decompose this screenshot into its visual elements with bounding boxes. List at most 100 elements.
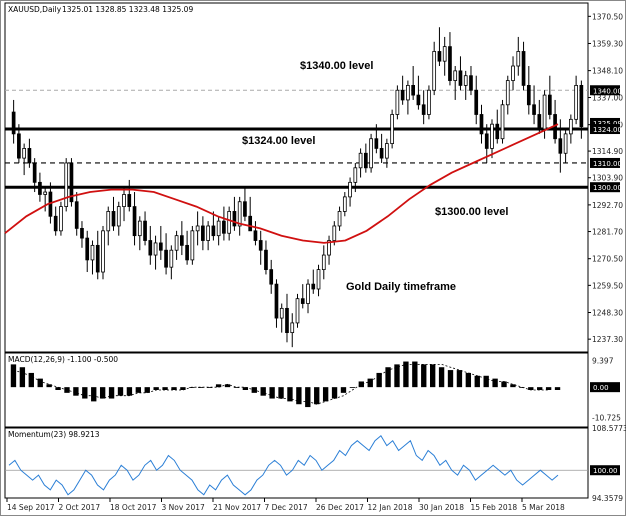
candle-bull	[327, 240, 331, 256]
candle-bull	[511, 65, 515, 81]
candle-bear	[232, 211, 237, 227]
macd-bar	[429, 364, 436, 388]
candle-bear	[411, 85, 415, 96]
macd-zero-box: 0.00	[593, 384, 609, 392]
candle-bear	[400, 89, 405, 101]
candle-bull	[385, 143, 389, 159]
candle-bull	[90, 244, 95, 261]
x-tick-label: 3 Nov 2017	[162, 503, 205, 512]
macd-bar	[19, 367, 26, 388]
macd-bar	[198, 387, 204, 388]
macd-bar	[153, 387, 159, 390]
chart-ohlc: 1325.01 1328.85 1323.48 1325.09	[62, 5, 193, 14]
price-box-bg	[590, 182, 620, 193]
macd-bar	[224, 384, 231, 388]
macd-bar	[519, 387, 525, 388]
annotation-lvl1324: $1324.00 level	[242, 135, 315, 147]
momentum-title: Momentum(23) 98.9213	[8, 430, 100, 439]
candle-bear	[300, 298, 305, 304]
candle-bull	[453, 70, 458, 81]
candle-bull	[332, 225, 337, 241]
macd-bar	[340, 387, 347, 393]
annotation-lvl1300: $1300.00 level	[435, 206, 508, 218]
candle-bull	[432, 51, 437, 91]
candle-bear	[532, 104, 536, 115]
candle-bear	[274, 283, 279, 319]
macd-bar	[99, 387, 106, 399]
candle-bear	[421, 104, 426, 115]
candle-bull	[227, 211, 232, 234]
momentum-100-box-bg	[590, 465, 620, 476]
candle-bull	[395, 89, 400, 115]
macd-bar	[171, 387, 177, 390]
chart-symbol: XAUUSD,Daily	[8, 5, 62, 14]
x-tick-label: 2 Oct 2017	[59, 503, 101, 512]
candle-bull	[505, 80, 510, 106]
candle-bear	[537, 114, 542, 130]
macd-bar	[242, 387, 249, 390]
macd-bar	[46, 384, 52, 388]
candle-bull	[463, 75, 468, 86]
candle-bull	[348, 181, 352, 198]
x-tick-label: 15 Feb 2018	[471, 503, 518, 512]
candle-bear	[248, 215, 253, 232]
candle-bull	[490, 123, 494, 149]
candle-bear	[222, 220, 226, 234]
candle-bull	[342, 196, 347, 212]
annotation-lvl1340: $1340.00 level	[300, 60, 373, 72]
candle-bear	[164, 249, 168, 268]
macd-bar	[501, 381, 507, 388]
candle-bull	[500, 104, 505, 140]
macd-bar	[403, 361, 409, 388]
candle-bear	[495, 123, 500, 140]
candle-bear	[32, 162, 37, 183]
macd-bar	[438, 367, 445, 388]
candle-bull	[406, 85, 410, 101]
candle-bear	[484, 133, 489, 149]
candle-bear	[111, 211, 116, 227]
y-tick-label: 1237.30	[592, 335, 623, 344]
macd-bar	[82, 387, 88, 399]
macd-bar	[126, 387, 133, 396]
y-tick-label: 1359.30	[592, 39, 623, 48]
x-tick-label: 12 Jan 2018	[368, 503, 413, 512]
candle-bull	[358, 152, 363, 169]
y-tick-label: 1259.50	[592, 281, 623, 290]
candle-bear	[158, 242, 163, 251]
candle-bear	[80, 227, 84, 239]
y-tick-label: 1348.10	[592, 67, 623, 76]
price-box: 1325.09	[593, 120, 622, 128]
macd-bar	[376, 372, 382, 388]
macd-bar	[412, 361, 418, 388]
candle-bear	[363, 152, 368, 169]
candle-bear	[474, 89, 479, 115]
macd-bar	[260, 387, 266, 396]
candle-bear	[17, 133, 21, 159]
candle-bear	[547, 94, 552, 115]
momentum-line	[8, 435, 559, 496]
macd-bar	[180, 387, 186, 390]
y-tick-label: 1337.00	[592, 94, 623, 103]
macd-y-tick: 9.397	[592, 356, 614, 365]
candle-bear	[53, 215, 58, 232]
macd-bar	[117, 387, 124, 396]
candle-bear	[374, 138, 379, 149]
y-tick-label: 1270.50	[592, 255, 623, 264]
y-tick-label: 1281.70	[592, 228, 623, 237]
candle-bear	[38, 181, 42, 195]
candle-bull	[64, 162, 69, 207]
y-tick-label: 1292.70	[592, 201, 623, 210]
candle-bull	[169, 249, 174, 268]
macd-bar	[305, 387, 311, 408]
candle-bear	[148, 240, 153, 256]
candle-bear	[437, 51, 442, 62]
candle-bull	[195, 225, 200, 232]
candle-bull	[206, 225, 210, 241]
candle-bull	[337, 211, 342, 227]
macd-bar	[207, 387, 213, 388]
macd-bar	[358, 381, 364, 388]
candle-bear	[180, 235, 184, 246]
candle-bull	[101, 230, 105, 273]
candle-bull	[569, 118, 573, 135]
candle-bull	[353, 167, 358, 183]
